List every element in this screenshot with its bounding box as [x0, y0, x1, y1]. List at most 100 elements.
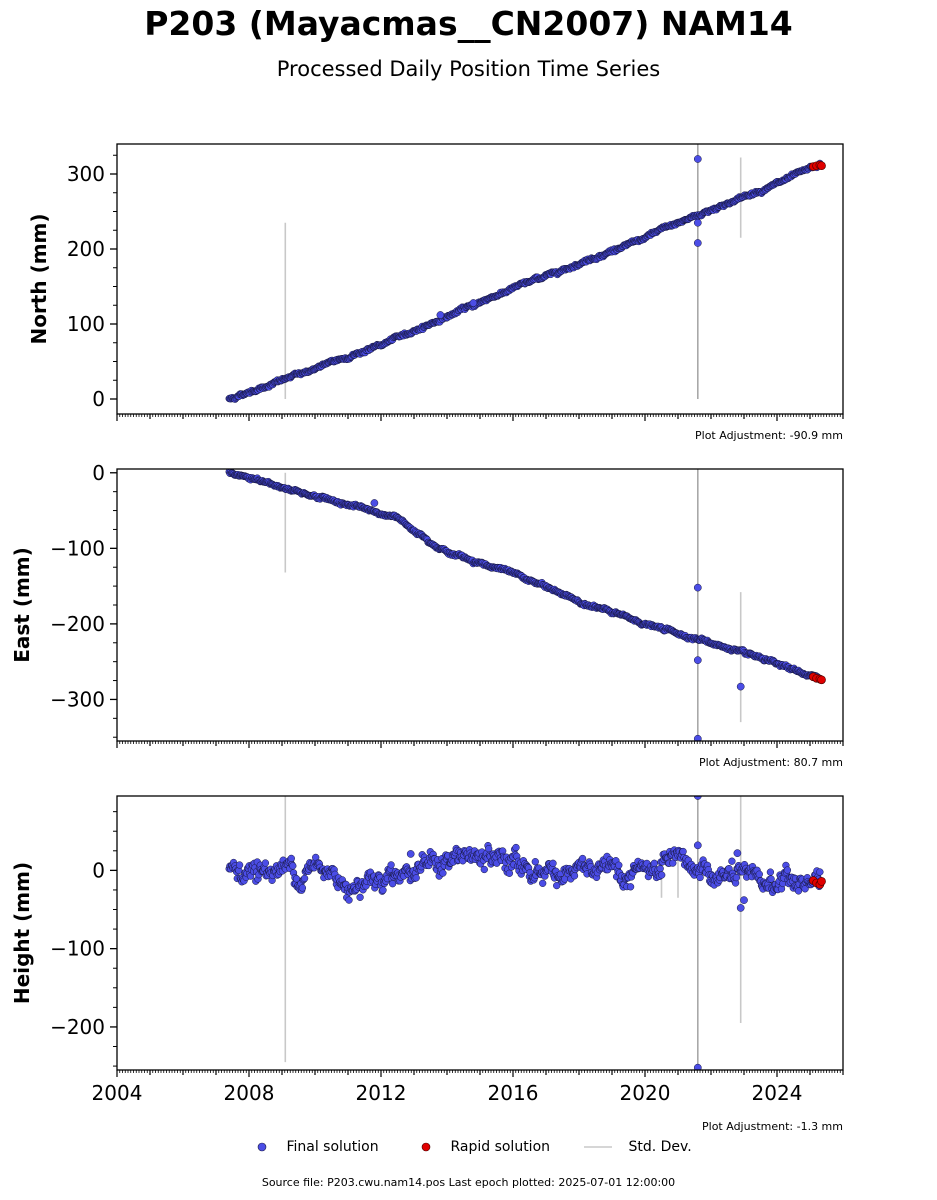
height-final-point-162: [345, 896, 353, 904]
height-final-point-99: [298, 884, 307, 892]
north-outlier-1: [693, 218, 702, 227]
height-final-point-443: [553, 881, 561, 890]
east-plot-adjustment: Plot Adjustment: 80.7 mm: [699, 756, 843, 769]
east-ylabel: East (mm): [10, 547, 34, 663]
height-final-point-86: [289, 862, 297, 870]
height-plot-area: [225, 796, 826, 1070]
height-final-point-177: [356, 893, 364, 901]
height-final-point-438: [549, 859, 557, 867]
height-final-point-84: [287, 854, 295, 863]
legend-final: Final solution: [256, 1137, 379, 1157]
height-final-point-717: [755, 870, 763, 878]
height-final-point-614: [679, 847, 687, 856]
height-final-point-49: [261, 859, 270, 867]
east-rapid-point-3: [817, 675, 826, 685]
height-final-point-686: [732, 873, 741, 882]
legend-stddev-label: Std. Dev.: [628, 1139, 692, 1155]
north-outlier-3: [436, 311, 445, 319]
north-outlier-2: [693, 239, 702, 247]
legend: Final solution Rapid solution Std. Dev.: [250, 1137, 710, 1157]
height-xtick-label-2: 2012: [356, 1081, 407, 1105]
east-outlier-2: [693, 734, 702, 741]
height-outlier-4: [740, 896, 748, 904]
height-final-point-543: [626, 883, 635, 891]
height-final-point-289: [439, 869, 447, 877]
east-plot-area: [225, 469, 826, 741]
height-outlier-3: [736, 904, 745, 912]
north-panel: 0 100 200 300 North (mm) Plot Adjustment: -90…: [27, 143, 844, 442]
height-final-point-799: [816, 868, 824, 876]
north-plot-adjustment: Plot Adjustment: -90.9 mm: [695, 429, 843, 442]
legend-stddev: Std. Dev.: [584, 1137, 692, 1157]
east-ytick-label-1: −100: [50, 536, 105, 560]
height-final-point-219: [387, 861, 395, 869]
north-ytick-label-1: 100: [67, 312, 105, 336]
source-footer: Source file: P203.cwu.nam14.pos Last epo…: [261, 1176, 676, 1189]
legend-rapid: Rapid solution: [420, 1137, 550, 1157]
height-final-point-345: [480, 865, 488, 874]
height-final-point-467: [570, 872, 579, 880]
north-outlier-0: [693, 155, 702, 163]
height-xtick-label-5: 2024: [752, 1081, 803, 1105]
height-ytick-label-0: 0: [92, 858, 105, 882]
height-panel: 0 −100 −200 2004 2008 2012 2016 2020 2024 Height …: [10, 795, 844, 1133]
chart-subtitle: Processed Daily Position Time Series: [276, 57, 661, 81]
height-outlier-1: [693, 841, 702, 850]
height-final-point-527: [615, 861, 623, 869]
height-ytick-label-1: −100: [50, 937, 105, 961]
height-ylabel: Height (mm): [10, 862, 34, 1004]
east-ytick-label-3: −300: [50, 687, 105, 711]
height-final-point-732: [766, 868, 775, 876]
stddev-marker: [584, 1146, 612, 1148]
height-final-point-424: [539, 879, 547, 887]
north-ytick-label-2: 200: [67, 237, 105, 261]
height-outlier-6: [406, 850, 415, 858]
east-outlier-1: [693, 656, 702, 665]
north-ytick-label-0: 0: [92, 387, 105, 411]
east-outlier-0: [693, 583, 702, 592]
east-ytick-label-2: −200: [50, 612, 105, 636]
height-plot-adjustment: Plot Adjustment: -1.3 mm: [702, 1120, 843, 1133]
height-final-points: [225, 841, 824, 904]
east-outlier-4: [370, 499, 379, 507]
chart-title: P203 (Mayacmas__CN2007) NAM14: [144, 4, 793, 43]
north-ylabel: North (mm): [27, 213, 51, 344]
north-final-points: [225, 159, 824, 403]
east-frame: [116, 468, 844, 742]
height-final-point-102: [300, 874, 309, 883]
height-ytick-label-2: −200: [50, 1015, 105, 1039]
height-final-point-637: [696, 873, 704, 882]
north-outlier-4: [469, 299, 478, 307]
north-frame: [116, 143, 844, 415]
height-final-point-575: [650, 859, 658, 867]
height-final-point-755: [783, 866, 792, 874]
height-final-point-14: [235, 861, 244, 869]
height-final-point-680: [728, 857, 736, 865]
height-xtick-label-1: 2008: [224, 1081, 275, 1105]
height-final-point-414: [531, 858, 539, 866]
height-frame: [116, 795, 844, 1071]
height-final-point-208: [379, 886, 387, 894]
legend-rapid-label: Rapid solution: [450, 1139, 551, 1155]
height-final-point-478: [578, 854, 587, 863]
height-final-point-733: [767, 875, 775, 883]
height-final-point-388: [512, 843, 520, 852]
east-panel: 0 −100 −200 −300 East (mm) Plot Adjustment: 8…: [10, 461, 844, 769]
height-final-point-253: [412, 874, 420, 882]
rapid-solution-marker: [421, 1142, 431, 1152]
height-final-point-585: [658, 871, 666, 879]
north-ytick-label-3: 300: [67, 162, 105, 186]
height-final-point-379: [505, 869, 514, 877]
north-rapid-point-3: [817, 161, 826, 171]
north-plot-area: [225, 144, 826, 403]
height-rapid-point-3: [817, 877, 826, 886]
final-solution-marker: [257, 1142, 267, 1152]
height-final-point-583: [656, 864, 664, 873]
height-xtick-label-4: 2020: [620, 1081, 671, 1105]
height-outlier-5: [733, 849, 742, 857]
height-outlier-2: [693, 1063, 702, 1070]
east-final-points: [225, 469, 824, 684]
east-outlier-3: [736, 682, 745, 691]
legend-final-label: Final solution: [286, 1139, 379, 1155]
